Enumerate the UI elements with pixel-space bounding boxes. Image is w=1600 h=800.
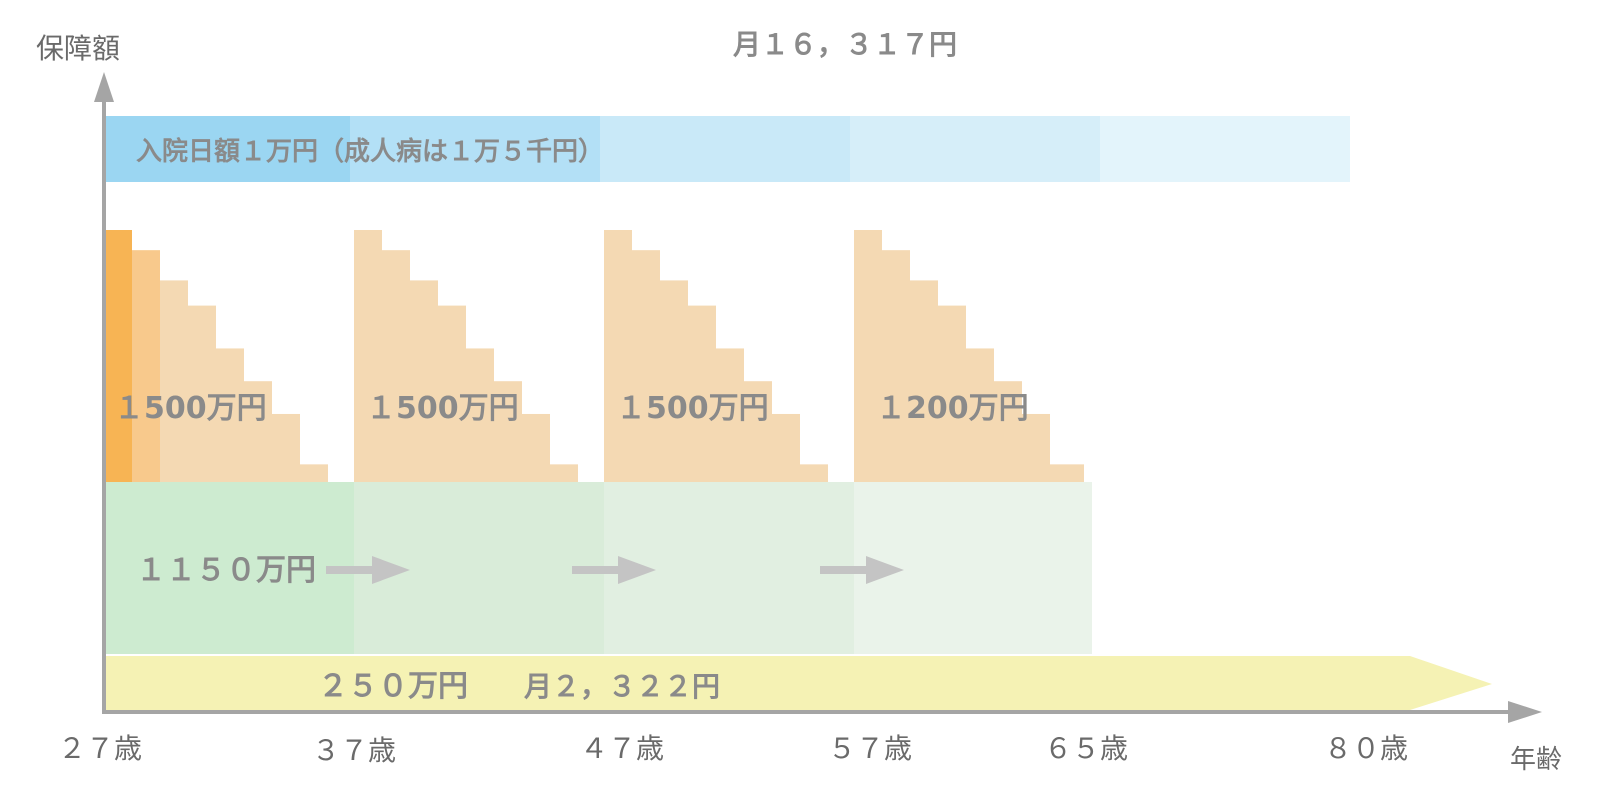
term-step-bar	[188, 305, 216, 482]
term-step-bar	[160, 280, 188, 482]
term-step-bar	[550, 464, 578, 482]
age-tick: ２７歳	[58, 732, 142, 765]
age-tick: ８０歳	[1324, 732, 1408, 765]
age-ticks: ２７歳 ３７歳 ４７歳 ５７歳 ６５歳 ８０歳	[58, 732, 1408, 767]
term-step-bar	[410, 280, 438, 482]
term-label-1: １500万円	[114, 391, 267, 426]
right-arrow-icon	[820, 556, 904, 584]
term-step-bar	[300, 464, 328, 482]
top-premium-label: 月１６，３１７円	[732, 28, 957, 61]
term-insurance-labels: １500万円 １500万円 １500万円 １200万円	[114, 391, 1029, 426]
term-step-bar	[244, 381, 272, 482]
y-axis-label: 保障額	[36, 32, 120, 65]
middle-band-label: １１５０万円	[136, 553, 316, 588]
age-tick: ４７歳	[580, 732, 664, 765]
hospital-band-segment	[1100, 116, 1350, 182]
term-step-bar	[104, 230, 132, 482]
hospital-band-segment	[600, 116, 850, 182]
age-tick: ５７歳	[828, 732, 912, 765]
term-step-bar	[522, 413, 550, 482]
bottom-band-premium: 月２，３２２円	[523, 670, 720, 703]
bottom-coverage-band	[104, 656, 1492, 710]
term-step-bar	[132, 250, 160, 482]
right-arrow-icon	[326, 556, 410, 584]
hospital-coverage-band	[104, 116, 1350, 182]
term-step-bar	[604, 230, 632, 482]
term-step-bar	[772, 413, 800, 482]
term-step-bar	[744, 381, 772, 482]
term-step-bar	[800, 464, 828, 482]
term-step-bar	[716, 348, 744, 482]
term-step-bar	[216, 348, 244, 482]
term-step-bar	[966, 348, 994, 482]
term-label-4: １200万円	[876, 391, 1029, 426]
term-step-bar	[938, 305, 966, 482]
term-step-bar	[466, 348, 494, 482]
x-axis-label: 年齢	[1510, 745, 1562, 775]
term-step-bar	[688, 305, 716, 482]
term-step-bar	[1050, 464, 1084, 482]
term-step-bar	[660, 280, 688, 482]
x-axis-arrow-icon	[1508, 701, 1542, 723]
age-tick: ６５歳	[1044, 732, 1128, 765]
hospital-band-segment	[850, 116, 1100, 182]
term-insurance-blocks	[104, 230, 1084, 482]
term-step-bar	[438, 305, 466, 482]
y-axis-arrow-icon	[94, 72, 114, 102]
right-arrow-icon	[572, 556, 656, 584]
x-axis	[102, 701, 1542, 723]
hospital-band-label: 入院日額１万円（成人病は１万５千円）	[136, 136, 604, 167]
term-step-bar	[994, 381, 1022, 482]
term-step-bar	[910, 280, 938, 482]
bottom-band-amount: ２５０万円	[318, 669, 468, 704]
y-axis	[94, 72, 114, 712]
middle-band-segment	[104, 482, 354, 654]
term-label-3: １500万円	[616, 391, 769, 426]
term-step-bar	[854, 230, 882, 482]
term-step-bar	[272, 413, 300, 482]
term-step-bar	[1022, 413, 1050, 482]
term-label-2: １500万円	[366, 391, 519, 426]
term-step-bar	[882, 250, 910, 482]
term-step-bar	[354, 230, 382, 482]
term-step-bar	[494, 381, 522, 482]
hospital-band-segment	[104, 116, 350, 182]
term-step-bar	[382, 250, 410, 482]
hospital-band-segment	[350, 116, 600, 182]
age-tick: ３７歳	[312, 734, 396, 767]
continuation-arrows	[326, 556, 904, 584]
term-step-bar	[632, 250, 660, 482]
